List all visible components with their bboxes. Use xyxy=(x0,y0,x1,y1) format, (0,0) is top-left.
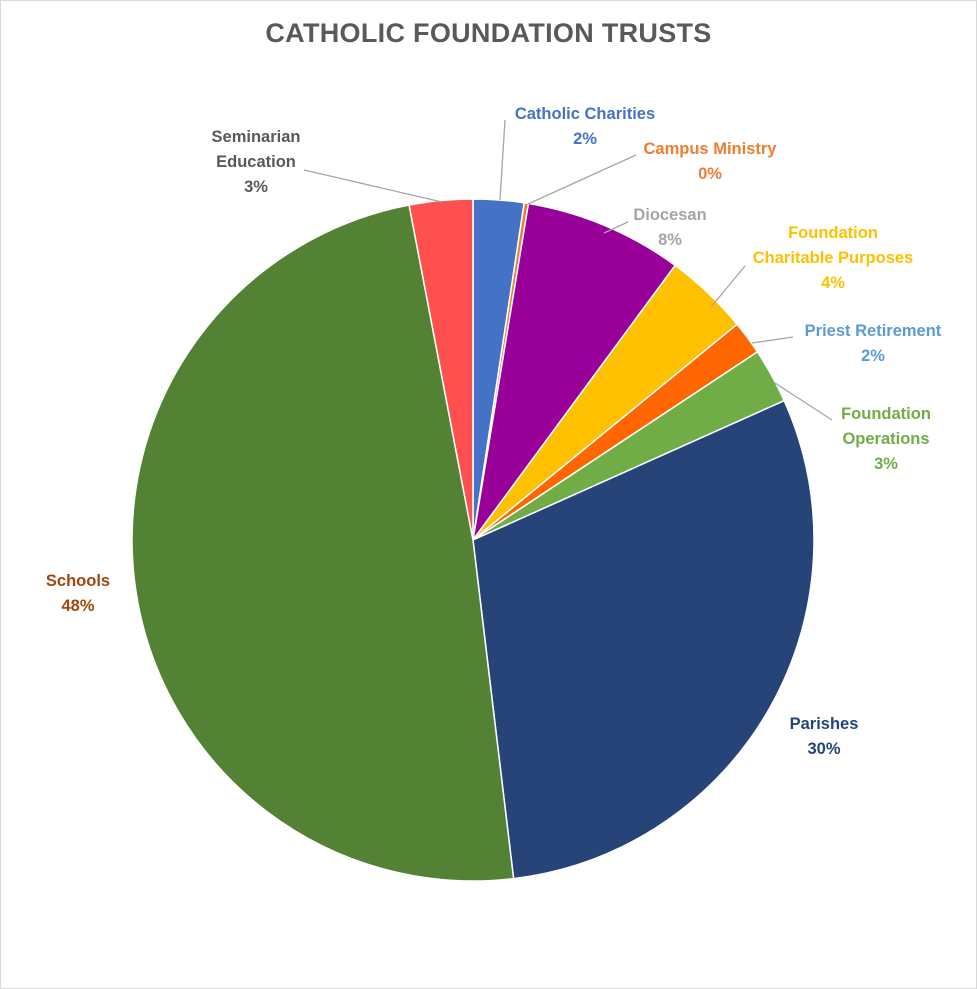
label-foundation-charitable-purposes: Foundation Charitable Purposes 4% xyxy=(738,221,928,296)
label-name: Schools xyxy=(45,572,111,590)
leader-line xyxy=(527,154,637,205)
label-parishes: Parishes 30% xyxy=(774,712,874,762)
label-percent: 3% xyxy=(874,455,898,473)
label-name: Campus Ministry xyxy=(643,140,777,158)
pie-slice-schools xyxy=(131,204,515,882)
label-foundation-operations: Foundation Operations 3% xyxy=(826,402,946,477)
label-percent: 30% xyxy=(807,740,841,758)
leader-line xyxy=(603,221,629,234)
label-catholic-charities: Catholic Charities 2% xyxy=(500,102,670,152)
leader-line xyxy=(710,265,746,308)
pie-slice-diocesan xyxy=(472,202,677,541)
label-name: Priest Retirement xyxy=(804,322,942,340)
leader-line xyxy=(774,382,833,421)
label-name: Diocesan xyxy=(633,206,707,224)
label-name: Parishes xyxy=(789,715,859,733)
label-percent: 8% xyxy=(658,231,682,249)
leader-line xyxy=(751,336,794,344)
label-percent: 48% xyxy=(61,597,95,615)
label-name: Foundation Operations xyxy=(841,405,931,448)
pie-slice-parishes xyxy=(472,399,815,880)
label-percent: 2% xyxy=(861,347,885,365)
label-percent: 3% xyxy=(244,178,268,196)
label-campus-ministry: Campus Ministry 0% xyxy=(630,137,790,187)
leader-line xyxy=(499,119,506,201)
label-diocesan: Diocesan 8% xyxy=(620,203,720,253)
label-name: Seminarian Education xyxy=(211,128,301,171)
label-percent: 4% xyxy=(821,274,845,292)
label-percent: 0% xyxy=(698,165,722,183)
label-priest-retirement: Priest Retirement 2% xyxy=(788,319,958,369)
label-seminarian-education: Seminarian Education 3% xyxy=(196,125,316,200)
label-name: Foundation Charitable Purposes xyxy=(752,224,914,267)
label-name: Catholic Charities xyxy=(514,105,656,123)
label-percent: 2% xyxy=(573,130,597,148)
leader-line xyxy=(303,169,443,203)
pie-slice-seminarian-education xyxy=(408,198,474,541)
label-schools: Schools 48% xyxy=(28,569,128,619)
chart-title: CATHOLIC FOUNDATION TRUSTS xyxy=(265,18,712,48)
